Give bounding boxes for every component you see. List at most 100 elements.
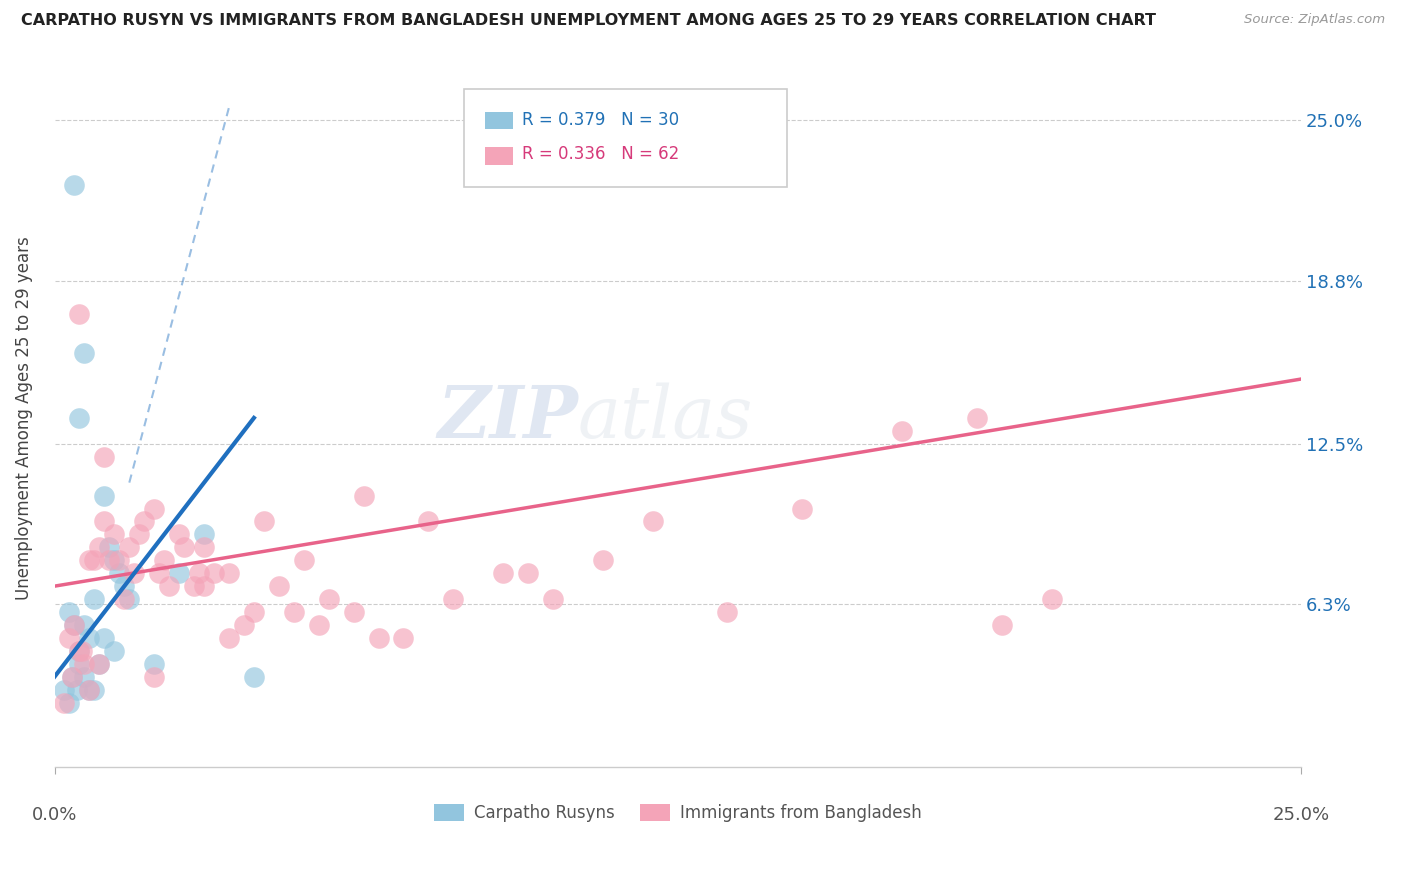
Point bbox=[108, 553, 131, 567]
Point bbox=[128, 527, 150, 541]
Point bbox=[98, 541, 121, 555]
Point bbox=[418, 515, 440, 529]
Point bbox=[143, 657, 166, 671]
Point bbox=[93, 631, 115, 645]
Point bbox=[243, 605, 266, 619]
Point bbox=[966, 411, 988, 425]
Point bbox=[112, 592, 135, 607]
Point bbox=[343, 605, 366, 619]
Point bbox=[392, 631, 415, 645]
Point bbox=[167, 527, 190, 541]
Point bbox=[89, 541, 111, 555]
Point bbox=[98, 553, 121, 567]
Point bbox=[89, 657, 111, 671]
Text: 0.0%: 0.0% bbox=[32, 806, 77, 824]
Point bbox=[83, 553, 105, 567]
Legend: Carpatho Rusyns, Immigrants from Bangladesh: Carpatho Rusyns, Immigrants from Banglad… bbox=[434, 804, 921, 822]
Point bbox=[69, 644, 91, 658]
Point bbox=[108, 566, 131, 581]
Point bbox=[153, 553, 176, 567]
Point bbox=[60, 670, 83, 684]
Point bbox=[58, 696, 80, 710]
Point bbox=[308, 618, 330, 632]
Point bbox=[891, 424, 914, 438]
Point bbox=[353, 489, 375, 503]
Point bbox=[93, 489, 115, 503]
Point bbox=[60, 670, 83, 684]
Point bbox=[69, 657, 91, 671]
Point bbox=[79, 682, 101, 697]
Point bbox=[318, 592, 340, 607]
Text: R = 0.379   N = 30: R = 0.379 N = 30 bbox=[522, 111, 679, 128]
Point bbox=[70, 644, 93, 658]
Text: 25.0%: 25.0% bbox=[1272, 806, 1329, 824]
Point bbox=[1040, 592, 1063, 607]
Point bbox=[233, 618, 256, 632]
Point bbox=[716, 605, 738, 619]
Point bbox=[641, 515, 664, 529]
Point bbox=[63, 618, 86, 632]
Text: ZIP: ZIP bbox=[437, 383, 578, 453]
Point bbox=[103, 553, 125, 567]
Point bbox=[193, 541, 215, 555]
Point bbox=[73, 670, 96, 684]
Point bbox=[173, 541, 195, 555]
Point bbox=[69, 644, 91, 658]
Point bbox=[218, 631, 240, 645]
Point bbox=[103, 644, 125, 658]
Text: R = 0.336   N = 62: R = 0.336 N = 62 bbox=[522, 145, 679, 163]
Point bbox=[143, 670, 166, 684]
Point bbox=[69, 307, 91, 321]
Point bbox=[118, 541, 141, 555]
Point bbox=[73, 657, 96, 671]
Point bbox=[69, 411, 91, 425]
Point bbox=[267, 579, 290, 593]
Point bbox=[990, 618, 1012, 632]
Point bbox=[148, 566, 170, 581]
Point bbox=[517, 566, 540, 581]
Point bbox=[183, 579, 205, 593]
Point bbox=[143, 501, 166, 516]
Point bbox=[243, 670, 266, 684]
Point bbox=[253, 515, 276, 529]
Point bbox=[218, 566, 240, 581]
Point bbox=[292, 553, 315, 567]
Point bbox=[283, 605, 305, 619]
Point bbox=[63, 618, 86, 632]
Point bbox=[58, 605, 80, 619]
Point bbox=[53, 696, 76, 710]
Point bbox=[124, 566, 146, 581]
Point bbox=[93, 450, 115, 464]
Point bbox=[157, 579, 180, 593]
Point bbox=[367, 631, 389, 645]
Point bbox=[66, 682, 89, 697]
Point bbox=[83, 682, 105, 697]
Point bbox=[792, 501, 814, 516]
Point bbox=[167, 566, 190, 581]
Point bbox=[118, 592, 141, 607]
Point bbox=[79, 631, 101, 645]
Point bbox=[193, 579, 215, 593]
Point bbox=[79, 682, 101, 697]
Point bbox=[592, 553, 614, 567]
Point bbox=[134, 515, 156, 529]
Y-axis label: Unemployment Among Ages 25 to 29 years: Unemployment Among Ages 25 to 29 years bbox=[15, 236, 32, 599]
Point bbox=[53, 682, 76, 697]
Text: Source: ZipAtlas.com: Source: ZipAtlas.com bbox=[1244, 13, 1385, 27]
Point bbox=[103, 527, 125, 541]
Point bbox=[89, 657, 111, 671]
Text: atlas: atlas bbox=[578, 383, 754, 453]
Point bbox=[93, 515, 115, 529]
Point bbox=[73, 618, 96, 632]
Point bbox=[58, 631, 80, 645]
Point bbox=[193, 527, 215, 541]
Point bbox=[492, 566, 515, 581]
Point bbox=[83, 592, 105, 607]
Point bbox=[73, 346, 96, 360]
Point bbox=[112, 579, 135, 593]
Text: CARPATHO RUSYN VS IMMIGRANTS FROM BANGLADESH UNEMPLOYMENT AMONG AGES 25 TO 29 YE: CARPATHO RUSYN VS IMMIGRANTS FROM BANGLA… bbox=[21, 13, 1156, 29]
Point bbox=[202, 566, 225, 581]
Point bbox=[441, 592, 464, 607]
Point bbox=[188, 566, 211, 581]
Point bbox=[541, 592, 564, 607]
